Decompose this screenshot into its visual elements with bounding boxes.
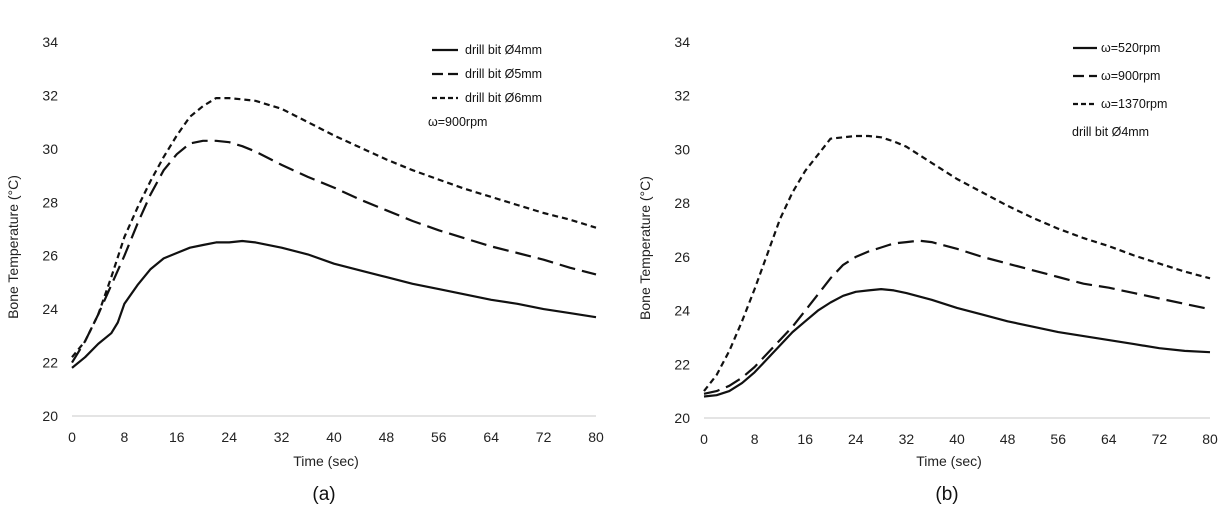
- x-axis-title: Time (sec): [293, 453, 359, 469]
- x-tick-label: 56: [431, 429, 447, 445]
- y-tick-label: 30: [42, 141, 58, 157]
- y-tick-label: 32: [42, 87, 58, 103]
- panel-label: (a): [312, 484, 335, 505]
- series-line-2: [71, 139, 597, 364]
- y-axis-title: Bone Temperature (°C): [637, 176, 653, 320]
- legend-label: drill bit Ø4mm: [465, 43, 542, 57]
- x-tick-label: 48: [379, 429, 395, 445]
- y-tick-label: 24: [42, 301, 58, 317]
- legend-note: drill bit Ø4mm: [1072, 125, 1149, 139]
- y-tick-label: 20: [674, 410, 690, 426]
- x-tick-label: 0: [700, 431, 708, 447]
- chart-panel-b: 20 22 24 26 28 30 32 34 0 8 16 24 32 40 48 56 64 72 80 Time…: [637, 34, 1218, 505]
- x-tick-label: 48: [1000, 431, 1016, 447]
- y-tick-label: 22: [674, 356, 690, 372]
- y-tick-label: 22: [42, 355, 58, 371]
- y-tick-label: 28: [42, 194, 58, 210]
- y-tick-label: 32: [674, 88, 690, 104]
- x-tick-label: 72: [1152, 431, 1168, 447]
- y-tick-label: 28: [674, 195, 690, 211]
- y-tick-label: 20: [42, 408, 58, 424]
- series-line-1: [703, 288, 1211, 398]
- series-line-2: [703, 239, 1211, 395]
- legend-label: drill bit Ø5mm: [465, 67, 542, 81]
- x-tick-label: 80: [1202, 431, 1218, 447]
- x-tick-label: 8: [121, 429, 129, 445]
- series-line-3: [71, 96, 597, 358]
- legend-label: ω=900rpm: [1101, 69, 1160, 83]
- series-line-1: [71, 239, 597, 369]
- x-tick-label: 64: [483, 429, 499, 445]
- chart-panel-a: 20 22 24 26 28 30 32 34 0 8 16 24 32 40 48 56 64 72 80 Time…: [5, 34, 604, 505]
- legend-label: ω=1370rpm: [1101, 97, 1167, 111]
- x-tick-label: 0: [68, 429, 76, 445]
- x-tick-label: 32: [899, 431, 915, 447]
- x-tick-label: 8: [751, 431, 759, 447]
- x-tick-label: 24: [848, 431, 864, 447]
- x-tick-label: 40: [949, 431, 965, 447]
- y-tick-label: 34: [42, 34, 58, 50]
- y-tick-label: 34: [674, 34, 690, 50]
- legend-label: ω=520rpm: [1101, 41, 1160, 55]
- legend-label: drill bit Ø6mm: [465, 91, 542, 105]
- x-tick-label: 16: [169, 429, 185, 445]
- y-tick-label: 26: [674, 249, 690, 265]
- y-tick-label: 30: [674, 141, 690, 157]
- series-line-3: [703, 134, 1211, 392]
- x-tick-label: 16: [797, 431, 813, 447]
- x-tick-label: 40: [326, 429, 342, 445]
- x-tick-label: 24: [221, 429, 237, 445]
- x-tick-label: 72: [536, 429, 552, 445]
- panel-label: (b): [935, 484, 958, 505]
- y-tick-label: 26: [42, 248, 58, 264]
- x-tick-label: 80: [588, 429, 604, 445]
- x-tick-label: 64: [1101, 431, 1117, 447]
- x-tick-label: 32: [274, 429, 290, 445]
- x-tick-label: 56: [1050, 431, 1066, 447]
- x-axis-title: Time (sec): [916, 453, 982, 469]
- y-axis-title: Bone Temperature (°C): [5, 175, 21, 319]
- legend-note: ω=900rpm: [428, 115, 487, 129]
- y-tick-label: 24: [674, 303, 690, 319]
